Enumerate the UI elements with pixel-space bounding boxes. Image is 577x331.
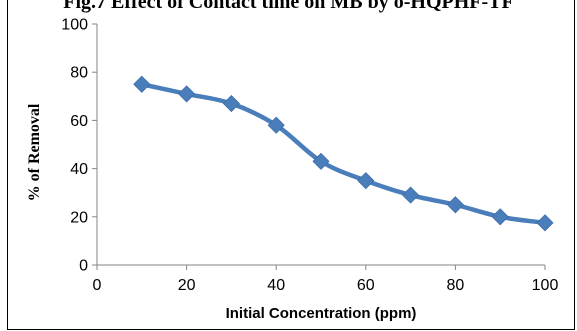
y-tick-label: 60: [70, 113, 88, 130]
data-point-marker: [312, 152, 330, 170]
data-point-marker: [491, 208, 509, 226]
y-ticks: 0 20 40 60 80 100: [61, 17, 97, 275]
series-group: [133, 75, 554, 232]
x-tick-label: 20: [178, 277, 196, 294]
x-tick-label: 100: [532, 277, 559, 294]
y-tick-label: 0: [79, 258, 88, 275]
y-tick-label: 40: [70, 161, 88, 178]
x-axis-title: Initial Concentration (ppm): [226, 305, 417, 322]
data-point-marker: [222, 94, 240, 113]
series-line: [139, 82, 548, 226]
chart-frame: [7, 0, 575, 330]
x-tick-label: 60: [357, 277, 375, 294]
data-point-marker: [178, 85, 196, 103]
x-tick-label: 80: [447, 277, 465, 294]
x-tick-label: 0: [93, 277, 102, 294]
data-point-marker: [446, 196, 464, 214]
y-tick-label: 100: [61, 17, 88, 34]
chart-title: Fig.7 Effect of Contact time on MB by o-…: [63, 0, 514, 13]
data-point-marker: [133, 75, 151, 93]
axes: [96, 24, 545, 266]
y-axis-title: % of Removal: [26, 103, 43, 201]
x-tick-label: 40: [267, 277, 285, 294]
y-tick-label: 80: [70, 65, 88, 82]
data-point-marker: [536, 214, 554, 232]
data-point-marker: [267, 116, 285, 134]
x-ticks: 0 20 40 60 80 100: [93, 265, 559, 294]
data-point-marker: [402, 186, 420, 204]
data-point-marker: [357, 172, 375, 190]
y-tick-label: 20: [70, 209, 88, 226]
